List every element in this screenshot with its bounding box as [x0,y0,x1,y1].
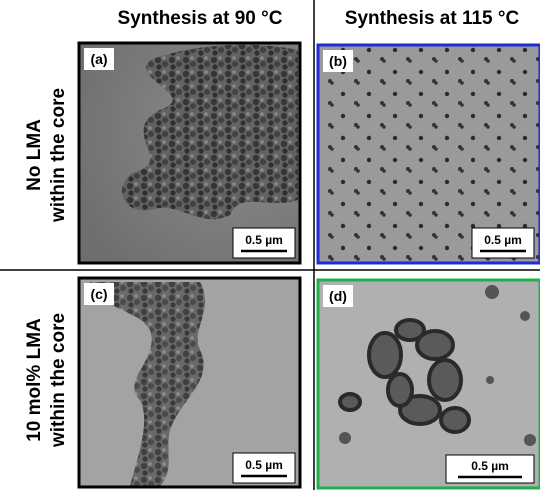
panel-label: (a) [90,51,107,67]
scale-bar-label: 0.5 µm [245,458,283,472]
panel-label: (c) [90,286,107,302]
row-label: No LMA [24,119,45,191]
panel: (c) 0.5 µm [79,278,300,487]
scale-bar-label: 0.5 µm [245,233,283,247]
row-label: 10 mol% LMA [24,318,45,442]
column-header: Synthesis at 115 °C [345,8,520,29]
panel: (d) 0.5 µm [318,280,540,488]
panel: (a) 0.5 µm [79,43,300,263]
scale-bar-label: 0.5 µm [471,459,509,473]
panel: (b) 0.5 µm [318,45,540,263]
row-label: within the core [48,88,69,223]
row-label: within the core [48,313,69,448]
panel-label: (b) [329,53,347,69]
column-header: Synthesis at 90 °C [118,8,283,29]
panel-label: (d) [329,288,347,304]
scale-bar-label: 0.5 µm [484,233,522,247]
figure: Synthesis at 90 °C Synthesis at 115 °C N… [0,0,540,490]
